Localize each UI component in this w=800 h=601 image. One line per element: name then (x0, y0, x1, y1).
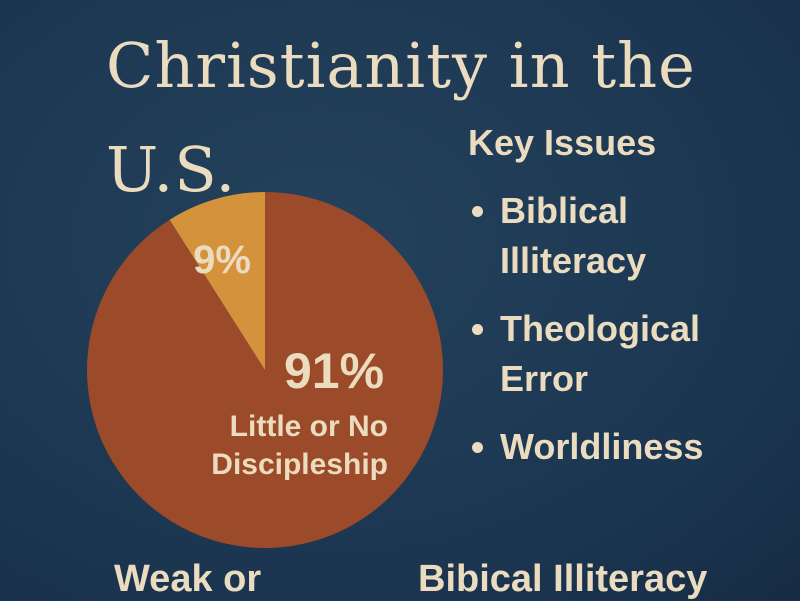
issue-item: Worldliness (468, 422, 718, 472)
value-label: 9% (193, 238, 251, 282)
slice-label: Little or No Discipleship (211, 410, 388, 481)
pie-slice (169, 192, 265, 370)
footer-text: Bibical Illiteracy (418, 558, 708, 600)
issue-item: Theological Error (468, 304, 718, 404)
value-label: 91% (283, 343, 385, 399)
issue-list: Biblical Illiteracy Theological Error Worl… (468, 186, 718, 490)
chart-title: Christianity in the U.S. (106, 29, 696, 206)
sidebar-heading: Key Issues (468, 122, 657, 163)
footer-text: Weak or (114, 558, 262, 600)
issue-item: Biblical Illiteracy (468, 186, 718, 286)
